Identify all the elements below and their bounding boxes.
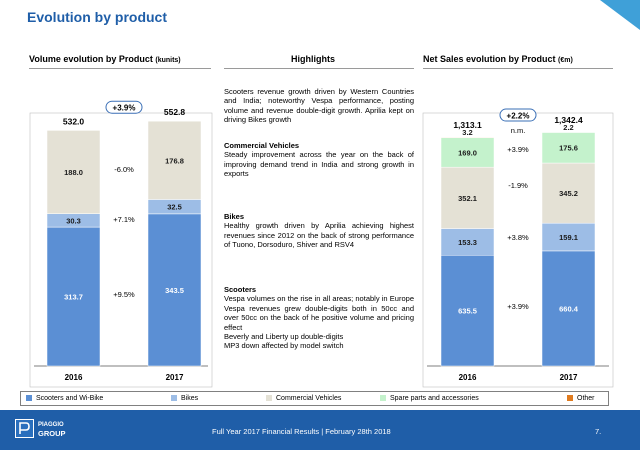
sales-chart-title-text: Net Sales evolution by Product	[423, 54, 556, 64]
data-label: 345.2	[559, 189, 578, 198]
bar-commercial-vehicles-2017	[147, 120, 202, 200]
total-change-badge	[105, 100, 143, 114]
footer-text: Full Year 2017 Financial Results | Febru…	[212, 427, 391, 436]
bar-spare-parts-and-accessories-2016	[440, 137, 495, 168]
data-label: 188.0	[64, 168, 83, 177]
volume-chart-unit: (kunits)	[155, 57, 181, 64]
highlights-intro: Scooters revenue growth driven by Wester…	[224, 87, 414, 125]
data-label: 32.5	[167, 203, 182, 212]
logo-group: GROUP	[38, 428, 66, 438]
legend-item-bikes: Bikes	[171, 395, 198, 402]
data-label: 343.5	[165, 286, 184, 295]
logo-text: PIAGGIO GROUP	[38, 421, 66, 438]
scooters-text-3: MP3 down affected by model switch	[224, 341, 344, 351]
data-label: 3.2	[462, 128, 472, 137]
bar-scooters-and-wi-bike-2017	[147, 213, 202, 367]
legend-item-commercial: Commercial Vehicles	[266, 395, 341, 402]
legend-label-bikes: Bikes	[181, 395, 199, 402]
x-tick-label: 2016	[65, 373, 83, 382]
change-label: +9.5%	[113, 290, 135, 299]
data-label: 153.3	[458, 238, 477, 247]
total-label: 1,313.1	[453, 120, 482, 130]
sales-chart-unit: (€m)	[558, 57, 573, 64]
x-tick-label: 2017	[166, 373, 184, 382]
piaggio-logo-icon	[15, 419, 34, 438]
total-change-label: +2.2%	[507, 112, 530, 121]
data-label: 169.0	[458, 148, 477, 157]
corner-accent	[600, 0, 640, 30]
highlights-head-rule	[224, 68, 414, 69]
legend-label-spare: Spare parts and accessories	[390, 395, 479, 402]
bikes-text: Healthy growth driven by Aprilia achievi…	[224, 221, 414, 250]
sales-head-rule	[423, 68, 613, 69]
bar-spare-parts-and-accessories-2017	[541, 132, 596, 164]
scooters-text-2: Beverly and Liberty up double-digits	[224, 332, 344, 342]
bikes-heading: Bikes	[224, 212, 245, 221]
data-label: 175.6	[559, 144, 578, 153]
legend-item-scooters: Scooters and Wi-Bike	[26, 395, 103, 402]
volume-head-rule	[29, 68, 211, 69]
page-title: Evolution by product	[27, 9, 167, 25]
scooters-text-1: Vespa volumes on the rise in all areas; …	[224, 294, 414, 332]
scooters-heading: Scooters	[224, 285, 257, 294]
data-label: 635.5	[458, 307, 477, 316]
data-label: 30.3	[66, 216, 81, 225]
highlights-scooters: Scooters Vespa volumes on the rise in al…	[224, 285, 414, 351]
bar-scooters-and-wi-bike-2016	[46, 226, 101, 367]
legend-label-scooters: Scooters and Wi-Bike	[36, 395, 104, 402]
change-label: +3.9%	[507, 145, 529, 154]
footer-bar	[0, 410, 640, 450]
total-label: 552.8	[164, 107, 186, 117]
data-label: 313.7	[64, 293, 83, 302]
total-change-label: +3.9%	[113, 104, 136, 113]
change-label: +3.8%	[507, 233, 529, 242]
change-label: +3.9%	[507, 302, 529, 311]
bar-commercial-vehicles-2016	[46, 130, 101, 214]
highlights-commercial-vehicles: Commercial Vehicles Steady improvement a…	[224, 141, 414, 179]
bar-bikes-2016	[440, 228, 495, 256]
bar-bikes-2017	[541, 222, 596, 252]
change-label: -6.0%	[114, 165, 134, 174]
bar-commercial-vehicles-2016	[440, 166, 495, 229]
x-tick-label: 2016	[459, 373, 477, 382]
cv-heading: Commercial Vehicles	[224, 141, 300, 150]
legend-item-spare: Spare parts and accessories	[380, 395, 479, 402]
x-tick-label: 2017	[560, 373, 578, 382]
chart-legend: Scooters and Wi-Bike Bikes Commercial Ve…	[20, 391, 609, 406]
highlights-bikes: Bikes Healthy growth driven by Aprilia a…	[224, 212, 414, 250]
volume-chart-title-text: Volume evolution by Product	[29, 54, 153, 64]
legend-label-commercial: Commercial Vehicles	[276, 395, 342, 402]
sales-chart: 635.5 153.3 352.1 169.0 3.21,313.1 2016 660.4 1…	[422, 108, 614, 388]
legend-item-other: Other	[567, 395, 595, 402]
data-label: 2.2	[563, 123, 573, 132]
bar-commercial-vehicles-2017	[541, 162, 596, 224]
highlights-title: Highlights	[291, 54, 335, 64]
legend-label-other: Other	[577, 395, 595, 402]
data-label: 176.8	[165, 156, 184, 165]
bar-scooters-and-wi-bike-2017	[541, 250, 596, 367]
volume-chart-title: Volume evolution by Product (kunits)	[29, 54, 181, 64]
cv-text: Steady improvement across the year on th…	[224, 150, 414, 179]
sales-chart-title: Net Sales evolution by Product (€m)	[423, 54, 573, 64]
logo-name: PIAGGIO	[38, 422, 64, 428]
data-label: 660.4	[559, 304, 579, 313]
change-label: n.m.	[511, 126, 526, 135]
bar-other-2016	[440, 136, 495, 138]
data-label: 352.1	[458, 194, 477, 203]
total-change-badge	[499, 108, 537, 122]
bar-scooters-and-wi-bike-2016	[440, 255, 495, 367]
data-label: 159.1	[559, 233, 578, 242]
change-label: +7.1%	[113, 215, 135, 224]
page-number: 7.	[595, 427, 602, 436]
change-label: -1.9%	[508, 181, 528, 190]
total-label: 532.0	[63, 116, 85, 126]
volume-chart: 313.7 30.3 188.0 532.0 2016 343.5 32.5 176.8 552…	[29, 100, 213, 388]
total-label: 1,342.4	[554, 115, 583, 125]
